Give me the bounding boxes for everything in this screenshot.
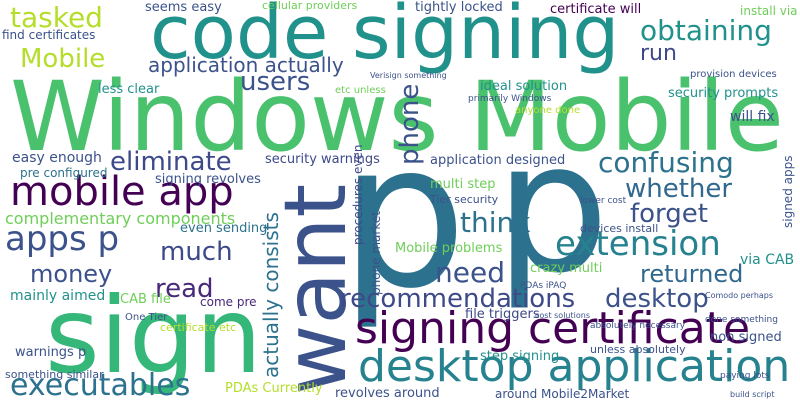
- word: come pre: [200, 295, 257, 309]
- word: phone: [395, 84, 425, 165]
- word: Mobile problems: [395, 241, 503, 256]
- word: forget: [630, 199, 708, 229]
- word: easy enough: [12, 150, 102, 166]
- word: whether: [625, 174, 732, 204]
- word: Mobile: [20, 44, 105, 74]
- word: devices install: [580, 222, 658, 235]
- word: signing revolves: [155, 172, 261, 187]
- word: CAB file: [120, 292, 171, 307]
- word: anyone done: [515, 105, 580, 116]
- word: tasked: [10, 1, 103, 34]
- word: via CAB: [740, 252, 794, 268]
- word: install via: [740, 4, 798, 18]
- word: cost solutions: [535, 311, 590, 320]
- word: users: [240, 67, 310, 97]
- word: returned: [640, 260, 743, 288]
- word: sign: [45, 275, 262, 397]
- word: done something: [705, 315, 778, 325]
- word: mainly aimed: [10, 288, 105, 304]
- word: application actually: [148, 53, 344, 77]
- word: p: [340, 100, 467, 333]
- word: will fix: [730, 109, 775, 125]
- word: run: [640, 41, 677, 66]
- word: signed apps: [781, 156, 795, 228]
- word: lower cost: [580, 196, 627, 206]
- word: desktop: [605, 284, 709, 314]
- word: even sending: [180, 221, 267, 236]
- word: eliminate: [110, 147, 232, 177]
- word: unless absolutely: [590, 343, 686, 356]
- word: non signed: [710, 330, 782, 345]
- word: obtaining: [640, 14, 772, 47]
- word: Verisign something: [370, 71, 447, 80]
- word: crazy multi: [530, 261, 602, 276]
- word: PDAs iPAQ: [520, 281, 566, 291]
- word: seems easy: [145, 0, 222, 15]
- word: pre configured: [20, 166, 107, 180]
- word: mobile app: [10, 169, 234, 215]
- word: paying lots: [720, 371, 770, 381]
- word: code signing: [150, 0, 619, 76]
- word: security warnings: [265, 152, 380, 167]
- word: find certificates: [2, 28, 95, 42]
- word: much: [160, 237, 233, 267]
- word: confusing: [598, 146, 734, 179]
- word: read: [155, 274, 214, 304]
- word: warnings p: [15, 345, 86, 360]
- word: procedures even: [351, 145, 365, 245]
- word: actually consists: [259, 212, 283, 378]
- word: ideal solution: [480, 79, 567, 94]
- word: executables: [10, 368, 190, 400]
- word: want: [266, 184, 366, 395]
- word: multi step: [430, 177, 495, 192]
- word: think: [460, 206, 531, 239]
- word: something similar: [5, 368, 104, 381]
- word: extension: [555, 224, 721, 264]
- word: p: [495, 104, 609, 313]
- word: provision devices: [690, 69, 777, 80]
- word: One Tier: [125, 312, 168, 323]
- word: primarily Windows: [468, 94, 552, 104]
- word: step signing: [480, 349, 559, 364]
- word: build script: [730, 390, 775, 399]
- word: Comodo perhaps: [705, 291, 773, 300]
- word: application designed: [430, 153, 565, 168]
- word: file triggers: [465, 307, 540, 322]
- word: certificate will: [550, 2, 641, 17]
- word: Windows Mobile: [10, 61, 784, 173]
- word: need: [435, 256, 505, 289]
- word: certificate etc: [160, 321, 236, 334]
- word: around Mobile2Market: [495, 387, 630, 400]
- word: tightly locked: [415, 0, 503, 15]
- word: PDAs Currently: [225, 381, 323, 396]
- word: complementary components: [5, 209, 235, 228]
- word: Tier security: [429, 193, 499, 206]
- word: revolves around: [335, 386, 440, 400]
- word: signing certificate: [355, 303, 750, 354]
- word: money: [30, 260, 112, 288]
- word: desktop application: [358, 341, 790, 392]
- word: phone market: [369, 211, 383, 295]
- word: less clear: [98, 82, 160, 97]
- word: security prompts: [668, 86, 778, 101]
- word: cellular providers: [262, 0, 358, 12]
- word: absolutely necessary: [590, 321, 686, 331]
- word: recommendations: [340, 284, 575, 314]
- word: apps p: [5, 219, 119, 259]
- word: etc unless: [335, 85, 386, 96]
